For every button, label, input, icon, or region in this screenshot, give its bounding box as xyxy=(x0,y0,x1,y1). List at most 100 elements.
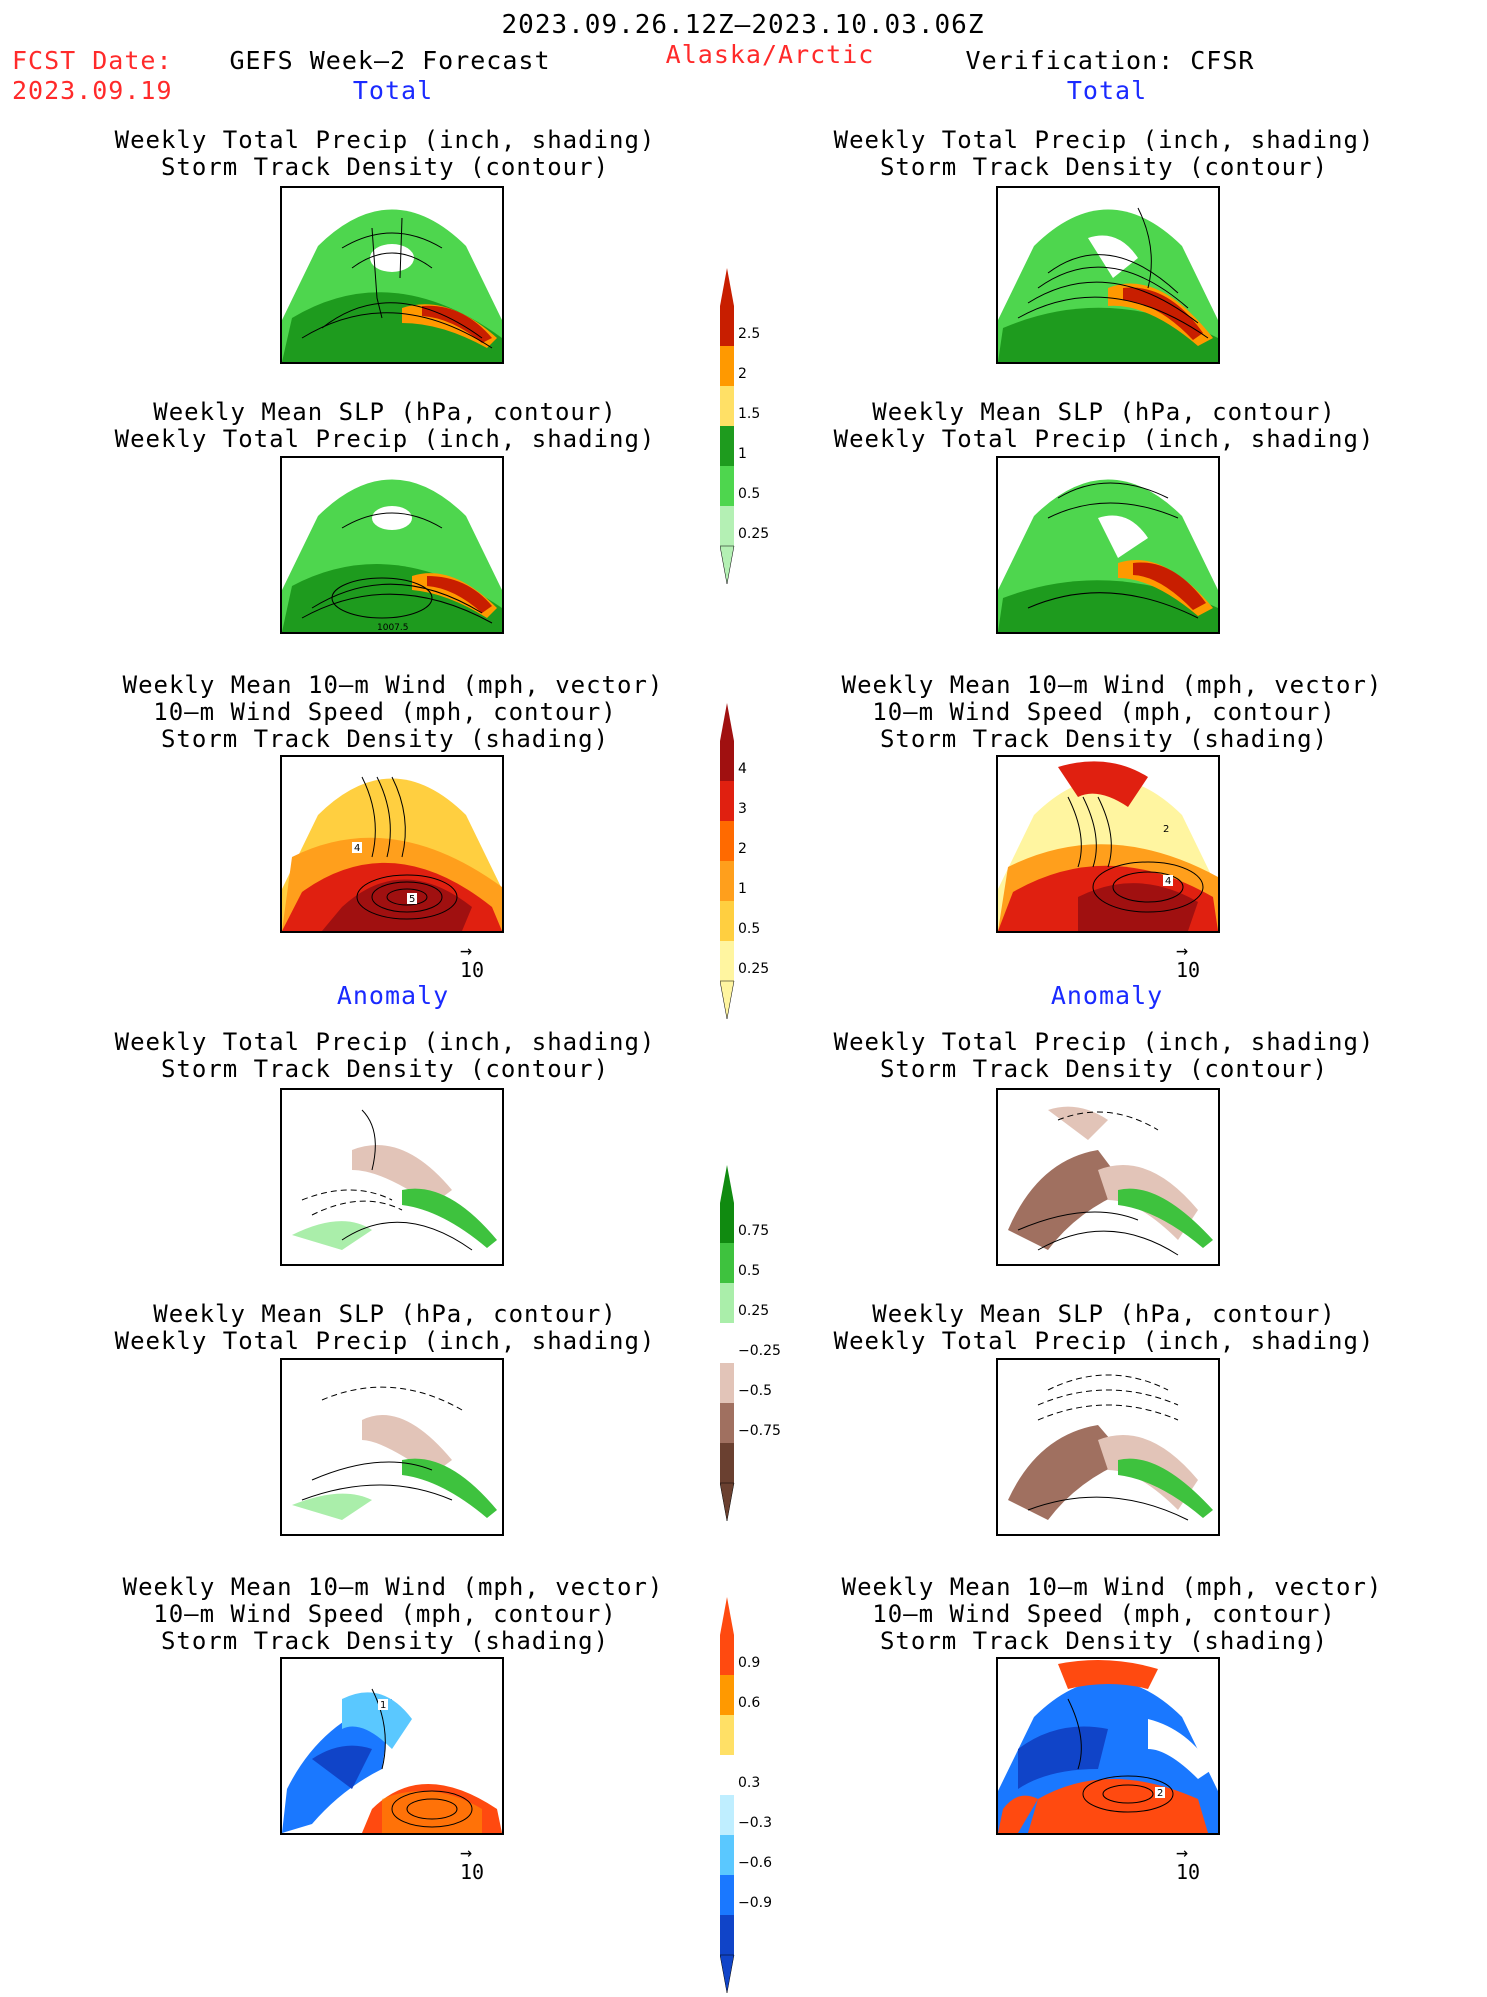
wind-label-max: 5 xyxy=(409,894,415,905)
colorbar-swatch xyxy=(720,1715,734,1755)
panel-title: Weekly Mean 10—m Wind (mph, vector) xyxy=(841,671,1383,699)
colorbar-swatch xyxy=(720,1635,734,1675)
panel-title: Weekly Total Precip (inch, shading) xyxy=(114,1028,656,1056)
map-ver-anom-wind: 2 xyxy=(996,1657,1220,1835)
colorbar-tick-label: −0.5 xyxy=(738,1383,772,1399)
colorbar-end-bottom xyxy=(719,980,735,1020)
colorbar-swatch xyxy=(720,1795,734,1835)
colorbar-tick-label: 0.3 xyxy=(738,1775,761,1791)
colorbar-storm-anom: 0.9 0.6 0.3 −0.3 −0.6 −0.9 xyxy=(719,1597,780,1994)
panel-title: Storm Track Density (shading) xyxy=(160,725,610,753)
colorbar-swatch xyxy=(720,506,734,546)
section-anomaly-right: Anomaly xyxy=(1050,981,1164,1010)
colorbar-swatch xyxy=(720,1243,734,1283)
colorbar-tick-label: 0.5 xyxy=(738,486,761,502)
colorbar-swatch xyxy=(720,1283,734,1323)
colorbar-swatch xyxy=(720,821,734,861)
verification-title: Verification: CFSR xyxy=(965,46,1255,75)
panel-title: 10—m Wind Speed (mph, contour) xyxy=(872,1600,1336,1628)
colorbar-tick-label: 0.5 xyxy=(738,1263,761,1279)
map-fcst-total-precip xyxy=(280,186,504,364)
map-fcst-total-wind: 4 5 xyxy=(280,755,504,933)
colorbar-swatch xyxy=(720,1835,734,1875)
fcst-date-value: 2023.09.19 xyxy=(12,76,173,105)
wind-anom-label: 2 xyxy=(1157,1788,1163,1799)
colorbar-end-top xyxy=(720,1165,734,1203)
panel-title: Storm Track Density (shading) xyxy=(160,1627,610,1655)
map-ver-total-wind: 4 2 xyxy=(996,755,1220,933)
colorbar-tick-label: −0.9 xyxy=(738,1895,772,1911)
colorbar-swatch xyxy=(720,1755,734,1795)
panel-title: Storm Track Density (contour) xyxy=(160,1055,610,1083)
vector-scale-label: 10 xyxy=(460,958,485,982)
map-fcst-anom-slp xyxy=(280,1358,504,1536)
colorbar-storm-total: 4 3 2 1 0.5 0.25 xyxy=(719,703,780,1020)
period-title: 2023.09.26.12Z—2023.10.03.06Z xyxy=(501,10,985,40)
colorbar-swatch xyxy=(720,306,734,346)
panel-title: Weekly Total Precip (inch, shading) xyxy=(114,425,656,453)
wind-label-max: 4 xyxy=(1165,876,1171,887)
colorbar-end-bottom xyxy=(719,1954,735,1994)
colorbar-tick-label: 4 xyxy=(738,761,747,777)
colorbar-end-bottom xyxy=(719,1482,735,1522)
vector-scale-label: 10 xyxy=(1176,1860,1201,1884)
colorbar-swatch xyxy=(720,1363,734,1403)
colorbar-swatch xyxy=(720,1403,734,1443)
panel-title: Weekly Total Precip (inch, shading) xyxy=(114,126,656,154)
forecast-title: GEFS Week—2 Forecast xyxy=(229,46,551,75)
panel-title: 10—m Wind Speed (mph, contour) xyxy=(153,1600,617,1628)
colorbar-tick-label: 0.25 xyxy=(738,1303,770,1319)
colorbar-swatch xyxy=(720,1915,734,1955)
colorbar-swatch xyxy=(720,466,734,506)
colorbar-end-top xyxy=(720,1597,734,1635)
fcst-date-label: FCST Date: xyxy=(12,46,173,75)
map-fcst-total-slp: 1007.5 xyxy=(280,456,504,634)
map-fcst-anom-wind: 1 xyxy=(280,1657,504,1835)
panel-title: Weekly Mean SLP (hPa, contour) xyxy=(872,398,1336,426)
colorbar-tick-label: 0.5 xyxy=(738,921,761,937)
colorbar-swatch xyxy=(720,941,734,981)
colorbar-swatch xyxy=(720,901,734,941)
colorbar-swatch xyxy=(720,1675,734,1715)
colorbar-tick-label: −0.6 xyxy=(738,1855,772,1871)
colorbar-tick-label: 1.5 xyxy=(738,406,761,422)
panel-title: 10—m Wind Speed (mph, contour) xyxy=(872,698,1336,726)
colorbar-swatch xyxy=(720,781,734,821)
colorbar-tick-label: 0.9 xyxy=(738,1655,761,1671)
panel-title: Weekly Mean 10—m Wind (mph, vector) xyxy=(841,1573,1383,1601)
wind-label-mid: 2 xyxy=(1163,824,1169,835)
panel-title: Weekly Mean 10—m Wind (mph, vector) xyxy=(122,671,664,699)
vector-scale-arrow: → xyxy=(1176,1840,1189,1864)
panel-title: Storm Track Density (shading) xyxy=(879,725,1329,753)
wind-anom-label: 1 xyxy=(380,1700,386,1711)
colorbar-tick-label: −0.25 xyxy=(738,1343,781,1359)
colorbar-end-top xyxy=(720,268,734,306)
section-anomaly-left: Anomaly xyxy=(336,981,450,1010)
map-ver-total-precip xyxy=(996,186,1220,364)
colorbar-swatch xyxy=(720,386,734,426)
vector-scale-label: 10 xyxy=(460,1860,485,1884)
colorbar-end-bottom xyxy=(719,545,735,585)
colorbar-tick-label: 0.75 xyxy=(738,1223,770,1239)
panel-title: Weekly Mean SLP (hPa, contour) xyxy=(872,1300,1336,1328)
colorbar-swatch xyxy=(720,346,734,386)
panel-title: Storm Track Density (contour) xyxy=(879,1055,1329,1083)
colorbar-swatch xyxy=(720,1875,734,1915)
colorbar-tick-label: 2.5 xyxy=(738,326,761,342)
colorbar-swatch xyxy=(720,741,734,781)
colorbar-tick-label: 2 xyxy=(738,841,747,857)
map-ver-anom-slp xyxy=(996,1358,1220,1536)
section-total-right: Total xyxy=(1066,76,1148,105)
vector-scale-arrow: → xyxy=(1176,938,1189,962)
wind-label-mid: 4 xyxy=(354,843,360,854)
colorbar-swatch xyxy=(720,1323,734,1363)
region-title: Alaska/Arctic xyxy=(665,40,875,69)
vector-scale-arrow: → xyxy=(460,1840,473,1864)
panel-title: Weekly Mean SLP (hPa, contour) xyxy=(153,398,617,426)
colorbar-tick-label: 0.25 xyxy=(738,961,770,977)
map-ver-total-slp xyxy=(996,456,1220,634)
vector-scale-arrow: → xyxy=(460,938,473,962)
colorbar-tick-label: −0.3 xyxy=(738,1815,772,1831)
map-fcst-anom-precip xyxy=(280,1088,504,1266)
panel-title: Weekly Total Precip (inch, shading) xyxy=(833,1028,1375,1056)
